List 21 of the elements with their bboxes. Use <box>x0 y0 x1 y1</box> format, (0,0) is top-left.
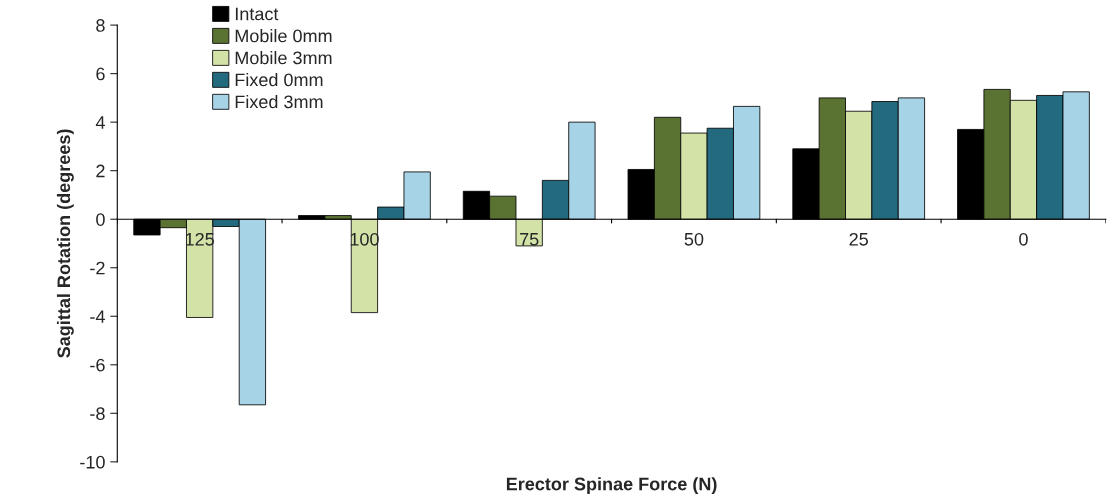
y-tick-label: -10 <box>80 455 105 469</box>
legend-label: Fixed 0mm <box>235 73 323 87</box>
legend-label: Mobile 3mm <box>235 51 332 65</box>
legend-label: Fixed 3mm <box>235 94 323 109</box>
legend-label: Intact <box>235 7 279 21</box>
x-tick-label: 25 <box>849 232 868 246</box>
y-tick-label: 2 <box>96 164 105 178</box>
y-tick-label: 4 <box>95 116 105 129</box>
y-tick-label: 0 <box>96 213 105 226</box>
y-tick-label: -8 <box>90 407 105 421</box>
x-tick-label: 50 <box>684 232 704 246</box>
y-axis-title: Sagittal Rotation (degrees) <box>56 129 74 358</box>
x-axis-title: Erector Spinae Force (N) <box>506 477 717 494</box>
x-tick-label: 75 <box>520 233 539 246</box>
y-tick-label: -4 <box>90 310 105 323</box>
y-tick-label: 8 <box>96 19 105 32</box>
y-tick-label: 6 <box>96 67 105 81</box>
x-tick-label: 0 <box>1019 232 1028 246</box>
y-tick-label: -6 <box>90 358 105 372</box>
y-tick-label: -2 <box>90 261 105 275</box>
legend-label: Mobile 0mm <box>235 29 332 43</box>
